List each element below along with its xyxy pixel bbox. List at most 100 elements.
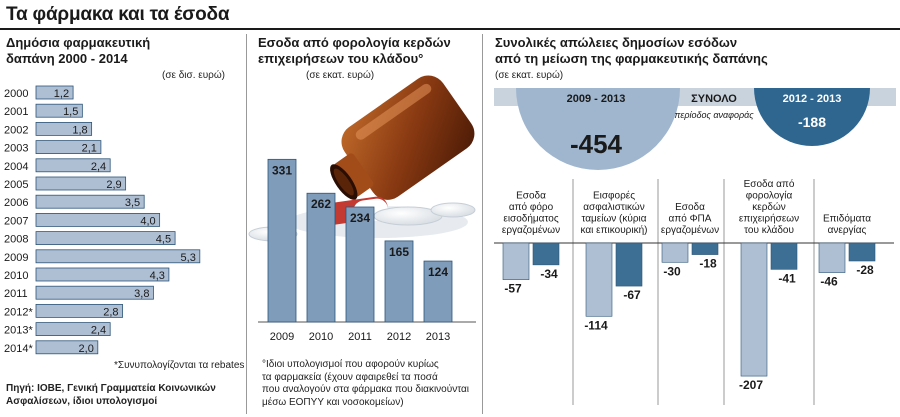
category-label-line: του κλάδου [744,224,794,236]
big-period-label: 2009 - 2013 [567,93,626,105]
year-label: 2011 [4,288,28,300]
panel1-footnote: *Συνυπολογίζονται τα rebates [114,360,245,371]
panel1-title: Δημόσια φαρμακευτική δαπάνη 2000 - 2014 [6,35,150,67]
year-label: 2003 [4,143,28,155]
category-label-line: ταμείων (κύρια [581,213,646,225]
panel2-title-line2: επιχειρήσεων του κλάδου° [258,51,424,66]
category-label-line: εργαζομένων [661,224,719,236]
expense-value-label: 2,0 [79,343,94,355]
year-label: 2014* [4,343,33,355]
loss-value-label: -41 [778,271,796,285]
year-label: 2005 [4,179,28,191]
panel1-source-line2: Ασφαλίσεων, ίδιοι υπολογισμοί [6,395,158,407]
year-label: 2010 [4,270,28,282]
loss-bar-2012-2013 [615,242,643,287]
panel2-chart: 331 2009 262 2010 234 2011 165 2012 124 2013 [258,158,476,343]
loss-bar-2009-2013 [502,242,530,280]
category-label-line: ασφαλιστικών [583,201,644,213]
year-label: 2009 [270,331,294,343]
expense-bar [35,322,111,337]
loss-value-label: -114 [584,318,608,332]
page-title: Τα φάρμακα και τα έσοδα [6,4,230,25]
tax-bar [384,240,414,323]
tax-bar [306,192,336,323]
loss-bar-2012-2013 [691,242,719,255]
loss-value-label: -30 [663,264,681,278]
medicine-bottle-illustration [248,75,476,242]
tax-bar [423,260,453,323]
year-label: 2013* [4,325,33,337]
tax-bar [267,158,297,323]
circle-2012-2013 [754,88,870,146]
panel2-unit: (σε εκατ. ευρώ) [306,70,375,81]
expense-value-label: 2,4 [91,161,106,173]
big-total-value: -454 [570,129,623,159]
panel1-title-line1: Δημόσια φαρμακευτική [6,35,151,50]
year-label: 2009 [4,252,28,264]
loss-bar-2012-2013 [848,242,876,262]
loss-value-label: -18 [699,257,717,271]
expense-value-label: 4,0 [140,215,155,227]
expense-value-label: 5,3 [181,252,196,264]
panel2-note-line3: που αναλογούν στα φάρμακα που διακινούντ… [262,384,470,395]
loss-value-label: -57 [504,282,522,296]
panel2-note-line4: μέσω ΕΟΠΥΥ και νοσοκομείων) [262,396,404,408]
panel1-source-line1: Πηγή: ΙΟΒΕ, Γενική Γραμματεία Κοινωνικών [6,383,216,394]
loss-bar-2009-2013 [585,242,613,317]
expense-bar [35,303,123,318]
panel3-title: Συνολικές απώλειες δημοσίων εσόδων από τ… [495,35,768,67]
category-label-line: εργαζομένων [502,224,560,236]
loss-value-label: -46 [820,275,838,289]
year-label: 2001 [4,106,28,118]
year-label: 2011 [348,331,372,343]
expense-value-label: 2,8 [103,306,118,318]
expense-bar [35,285,154,300]
category-label-line: εισοδήματος [503,213,558,225]
bottle-icon [330,75,475,200]
expense-bar [35,103,83,118]
year-label: 2013 [426,331,450,343]
year-label: 2002 [4,124,28,136]
year-label: 2010 [309,331,333,343]
category-label: Εισφορές ασφαλιστικών ταμείων (κύρια και επ… [581,190,648,237]
loss-value-label: -207 [739,378,763,392]
loss-bar-2009-2013 [661,242,689,263]
tax-value-label: 331 [272,163,292,177]
separator-right [482,34,483,414]
period-label: περίοδος αναφοράς [674,110,754,120]
expense-bar [35,249,201,264]
tax-value-label: 124 [428,265,448,279]
expense-value-label: 4,3 [150,270,165,282]
category-label-line: και επικουρική) [581,224,648,236]
expense-value-label: 1,5 [63,106,78,118]
tax-bar [345,206,375,323]
category-label: Εσοδα από φορολογία κερδών επιχειρήσεων του … [739,178,799,236]
expense-bar [35,194,145,209]
category-label: Εσοδα από φόρο εισοδήματος εργαζομένων [502,191,560,237]
separator-left [246,34,247,414]
panel3-summary: 2009 - 2013 -454 ΣΥΝΟΛΟ περίοδος αναφορά… [494,88,896,170]
expense-bar [35,267,170,282]
panel1-chart: 2000 1,2 2001 1,5 2002 1,8 2003 2,1 2004 2,4 2005 2… [4,85,201,355]
category-label: Επιδόματα ανεργίας [823,213,871,237]
small-period-label: 2012 - 2013 [783,93,842,105]
panel1-title-line2: δαπάνη 2000 - 2014 [6,51,128,66]
expense-bar [35,212,161,227]
expense-value-label: 2,1 [82,143,97,155]
panel2-note-line2: τα φαρμακεία (έχουν αφαιρεθεί τα ποσά [262,371,438,383]
panel2-note: °Ιδιοι υπολογισμοί που αφορούν κυρίως τα… [262,359,469,409]
category-label-line: φορολογία [746,190,793,202]
panel3-chart: Εσοδα από φόρο εισοδήματος εργαζομένων -57 -3… [494,178,894,405]
expense-value-label: 3,8 [134,288,149,300]
panel3-unit: (σε εκατ. ευρώ) [495,70,564,81]
loss-bar-2012-2013 [532,242,560,266]
category-label-line: από ΦΠΑ [669,213,712,225]
small-total-value: -188 [798,114,826,130]
loss-bar-2009-2013 [818,242,846,273]
year-label: 2004 [4,161,28,173]
year-label: 2000 [4,88,28,100]
expense-bar [35,176,127,191]
expense-value-label: 4,5 [156,234,171,246]
year-label: 2008 [4,234,28,246]
category-label-line: Εσοδα από [744,178,795,190]
